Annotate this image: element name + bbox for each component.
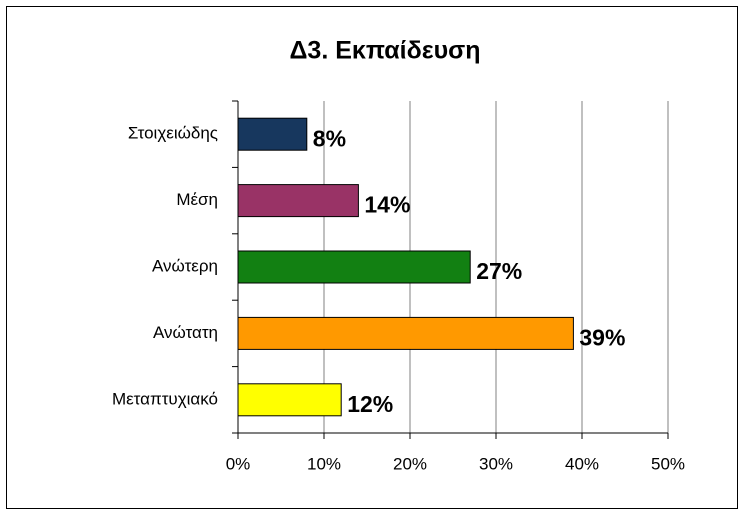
bar: [237, 117, 308, 151]
bar: [237, 316, 574, 350]
value-label: 12%: [347, 391, 393, 417]
value-label: 39%: [579, 324, 625, 350]
value-label: 27%: [476, 258, 522, 284]
x-tick-label: 20%: [393, 454, 427, 473]
x-tick-label: 10%: [307, 454, 341, 473]
bar: [237, 383, 342, 417]
x-tick-label: 0%: [226, 454, 251, 473]
bar: [237, 250, 471, 284]
x-tick-label: 50%: [651, 454, 685, 473]
y-tick-label: Ανώτατη: [153, 323, 218, 342]
value-label: 14%: [364, 192, 410, 218]
x-tick-label: 30%: [479, 454, 513, 473]
y-tick-label: Μεταπτυχιακό: [112, 389, 218, 408]
y-tick-label: Μέση: [176, 190, 218, 209]
y-tick-label: Ανώτερη: [152, 256, 218, 275]
x-tick-label: 40%: [565, 454, 599, 473]
bar: [237, 184, 359, 218]
chart-title: Δ3. Εκπαίδευση: [289, 37, 480, 65]
value-label: 8%: [313, 125, 346, 151]
y-tick-label: Στοιχειώδης: [128, 124, 218, 143]
